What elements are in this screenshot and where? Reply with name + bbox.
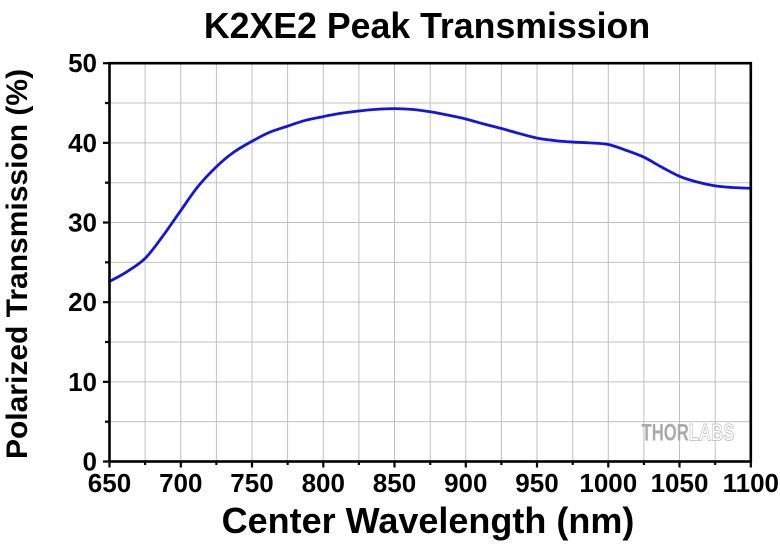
svg-text:THORLABS: THORLABS [642, 419, 735, 446]
svg-text:750: 750 [230, 468, 273, 498]
svg-text:900: 900 [444, 468, 487, 498]
svg-text:1100: 1100 [723, 468, 779, 498]
svg-text:1000: 1000 [579, 468, 637, 498]
svg-text:10: 10 [68, 367, 97, 397]
svg-text:20: 20 [68, 287, 97, 317]
svg-text:950: 950 [515, 468, 558, 498]
svg-text:650: 650 [88, 468, 131, 498]
svg-text:40: 40 [68, 128, 97, 158]
svg-text:700: 700 [159, 468, 202, 498]
svg-text:30: 30 [68, 208, 97, 238]
svg-text:850: 850 [373, 468, 416, 498]
svg-text:1050: 1050 [651, 468, 709, 498]
svg-text:800: 800 [302, 468, 345, 498]
svg-text:50: 50 [68, 48, 97, 78]
